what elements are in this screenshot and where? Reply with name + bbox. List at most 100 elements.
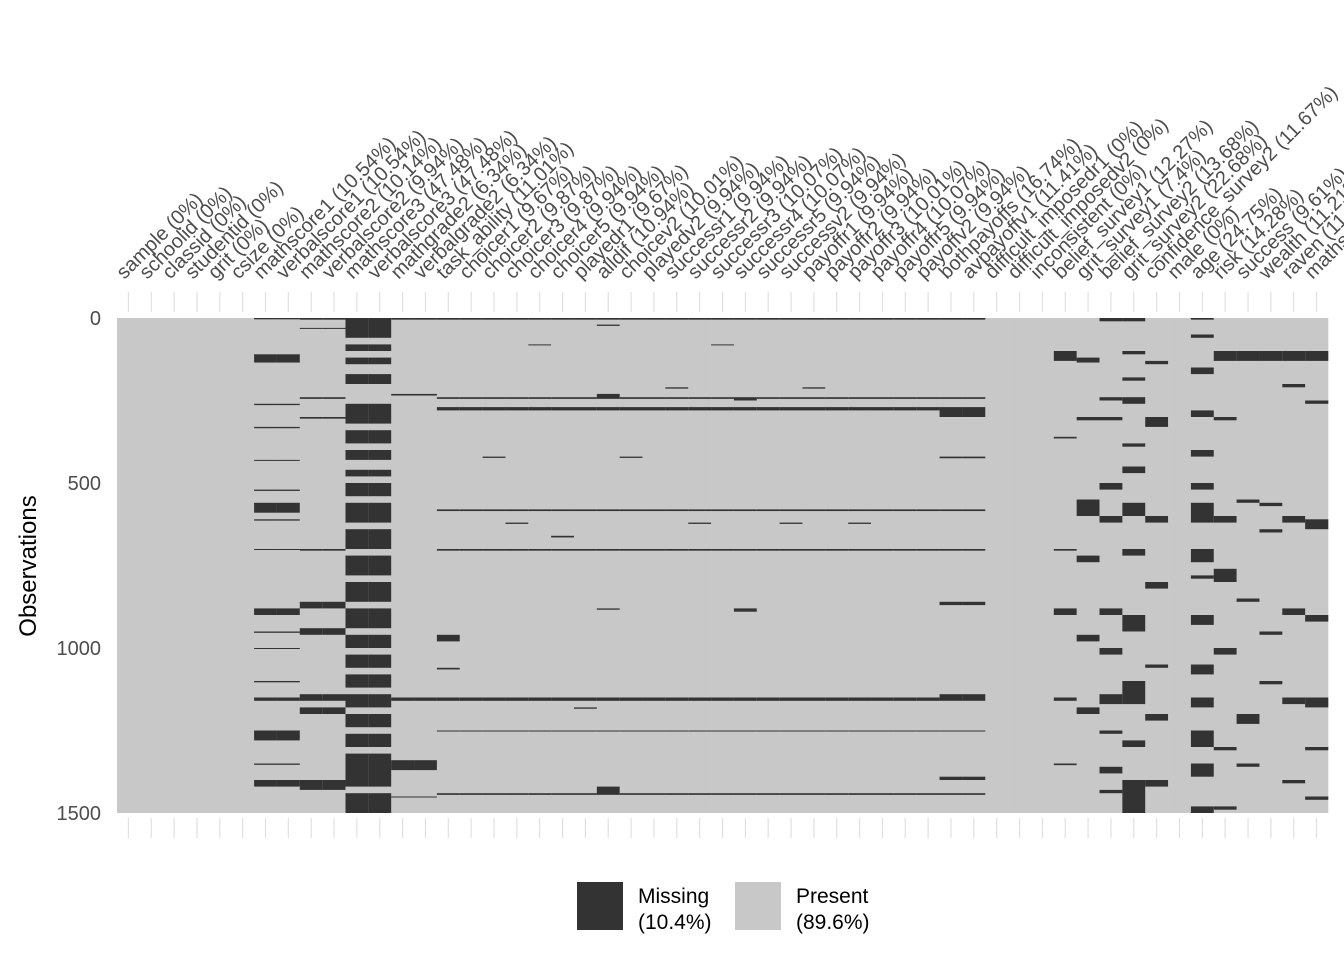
missing-cell [756,397,780,399]
missing-cell [939,397,963,399]
present-cell [436,318,461,813]
missing-cell [962,456,986,459]
missing-cell [345,674,369,688]
missing-cell [459,793,483,795]
missing-cell [1122,318,1146,322]
missing-cell [1122,615,1146,632]
missing-cell [1053,763,1077,766]
missing-cell [299,327,323,329]
missing-cell [1122,397,1146,404]
missing-cell [619,318,643,320]
missing-cell [1099,397,1123,401]
missing-cell [848,793,872,795]
missing-cell [596,324,620,326]
missing-cell [322,327,346,329]
missing-cell [1190,763,1215,777]
missing-cell [368,357,392,365]
missing-cell [436,318,461,320]
missing-cell [528,344,552,346]
missing-cell [848,730,872,732]
missing-cell [596,786,620,795]
legend: Missing (10.4%) Present (89.6%) [577,882,870,934]
missing-cell [779,318,803,320]
present-cell [299,318,323,813]
missing-cell [299,601,323,609]
missing-cell [551,730,575,732]
missing-cell [368,430,392,444]
missing-cell [893,697,918,701]
missing-cell [345,555,369,576]
missing-cell [505,318,529,320]
missing-cell [254,608,278,615]
missing-cell [551,397,575,399]
present-cell [1053,318,1077,813]
present-cell [1099,318,1123,813]
missing-cell [596,549,620,551]
missing-cell [482,397,506,399]
missing-cell [733,793,758,795]
missing-cell [391,796,415,798]
missing-cell [436,697,461,701]
missing-cell [459,730,483,732]
missing-cell [436,793,461,795]
missing-cell [391,318,415,320]
missing-cell [276,681,301,683]
missing-cell [368,502,392,523]
missing-cell [825,509,849,512]
missing-cell [779,549,803,551]
present-cell [779,318,803,813]
missing-cell [1122,466,1146,474]
missing-cell [893,318,918,320]
missing-cell [573,793,598,795]
missing-cell [779,793,803,795]
missing-cell [1213,516,1237,523]
missing-cell [345,654,369,668]
missing-cell [916,318,940,320]
missing-cell [459,407,483,411]
missing-cell [299,707,323,714]
missing-cell [322,397,346,399]
missing-cell [619,549,643,551]
missing-cell [254,648,278,649]
missing-cell [573,549,598,551]
missing-cell [1282,384,1306,388]
missing-cell [1099,730,1123,734]
present-cell [254,318,278,813]
missing-cell [916,697,940,701]
missing-cell [414,318,438,320]
missing-cell [345,694,369,708]
missing-cell [1099,417,1123,421]
missing-cell [596,407,620,411]
missing-cell [254,403,278,406]
missing-cell [254,354,278,363]
missing-cell [1190,483,1215,490]
missing-cell [345,469,369,477]
missing-cell [1305,519,1329,530]
missing-cell [871,730,895,732]
missing-cell [345,634,369,648]
missing-cell [802,397,826,399]
missing-cell [619,509,643,512]
missing-cell [391,760,415,771]
missing-cell [779,730,803,732]
missing-cell [368,403,392,424]
missing-cell [322,707,346,714]
present-cell [185,318,209,813]
missing-cell [711,407,735,411]
missing-cell [528,549,552,551]
missing-cell [1282,780,1306,784]
missing-cell [939,793,963,795]
missing-cell [482,697,506,701]
missing-cell [1099,694,1123,705]
missing-cell [1122,377,1146,381]
missing-cell [254,426,278,429]
y-tick-label: 0 [90,308,101,330]
missing-cell [733,730,758,732]
missing-cell [596,509,620,512]
missing-cell [619,456,643,458]
missing-cell [436,407,461,411]
missing-cell [322,628,346,635]
missing-cell [711,344,735,346]
missing-cell [299,694,323,701]
missing-cell [711,397,735,399]
